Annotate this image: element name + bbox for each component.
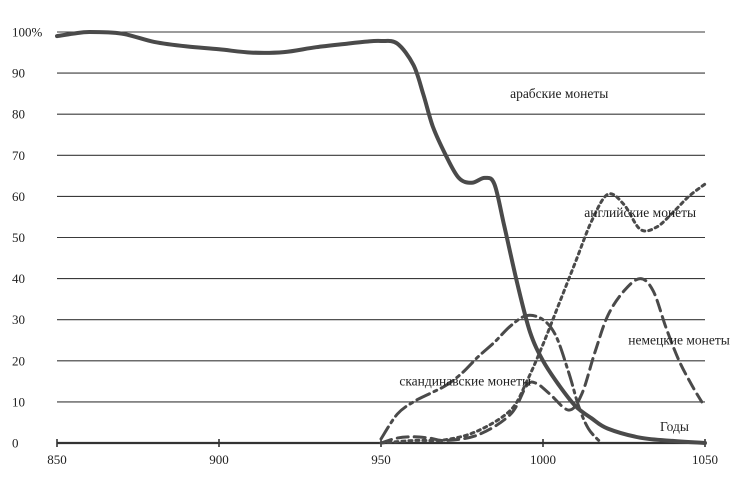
y-tick-80: 80: [12, 107, 25, 122]
y-tick-50: 50: [12, 230, 25, 245]
x-tick-950: 950: [371, 452, 391, 467]
y-tick-40: 40: [12, 271, 25, 286]
x-tick-1000: 1000: [530, 452, 556, 467]
series-group: [55, 30, 707, 445]
series-line-3: [379, 277, 704, 445]
series-label-2: английские монеты: [584, 205, 696, 220]
y-tick-70: 70: [12, 148, 25, 163]
series-label-1: арабские монеты: [510, 86, 608, 101]
tick-labels: 0 10 20 30 40 50 60 70 80 90 100% 850 900 950 1000 1050: [12, 25, 718, 468]
x-tick-850: 850: [47, 452, 67, 467]
x-tick-900: 900: [209, 452, 229, 467]
y-tick-10: 10: [12, 394, 25, 409]
series-line-4: [379, 313, 603, 445]
y-tick-30: 30: [12, 312, 25, 327]
series-label-4: скандинавские монеты: [399, 373, 531, 388]
grid: [57, 31, 705, 403]
y-tick-100: 100%: [12, 25, 43, 40]
series-labels: арабские монеты английские монеты немецкие…: [399, 86, 730, 389]
x-axis-label: Годы: [660, 419, 689, 434]
y-tick-60: 60: [12, 189, 25, 204]
series-label-3: немецкие монеты: [628, 332, 730, 347]
series-line-1: [55, 30, 707, 445]
x-tick-1050: 1050: [692, 452, 718, 467]
series-line-2: [379, 182, 707, 445]
y-tick-20: 20: [12, 353, 25, 368]
y-tick-90: 90: [12, 66, 25, 81]
y-tick-0: 0: [12, 436, 19, 451]
